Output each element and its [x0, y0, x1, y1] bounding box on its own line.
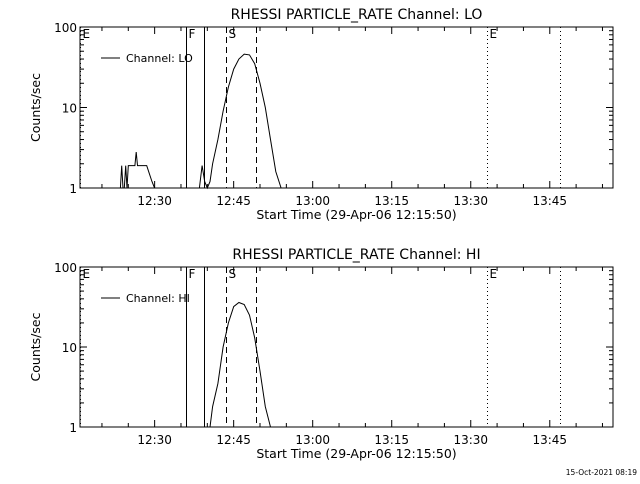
y-tick-label: 10 [62, 341, 77, 355]
y-tick-label: 100 [54, 261, 77, 275]
y-axis-label: Counts/sec [28, 73, 43, 142]
panel-lo: RHESSI PARTICLE_RATE Channel: LO 1 10 100 Co… [28, 7, 614, 222]
marker-label: E [490, 27, 498, 41]
timestamp: 15-Oct-2021 08:19 [566, 468, 637, 477]
x-tick-label: 13:45 [532, 194, 567, 208]
series-line [209, 301, 271, 428]
y-tick-label: 1 [69, 182, 77, 196]
x-tick-label: 13:30 [453, 433, 488, 447]
legend-label: Channel: LO [126, 52, 193, 65]
marker-label: S [229, 267, 237, 281]
x-tick-label: 13:45 [532, 433, 567, 447]
y-tick-label: 10 [62, 102, 77, 116]
x-axis-label: Start Time (29-Apr-06 12:15:50) [256, 446, 456, 461]
x-tick-label: 12:45 [216, 433, 251, 447]
marker-label: E [83, 27, 91, 41]
x-tick-label: 13:15 [374, 194, 409, 208]
x-tick-label: 12:30 [137, 433, 172, 447]
chart-title: RHESSI PARTICLE_RATE Channel: HI [232, 247, 480, 263]
x-axis-label: Start Time (29-Apr-06 12:15:50) [256, 207, 456, 222]
plot-frame [79, 266, 614, 428]
x-tick-label: 12:45 [216, 194, 251, 208]
series-line [198, 53, 282, 190]
panel-hi: RHESSI PARTICLE_RATE Channel: HI 1 10 100 Co… [28, 247, 614, 461]
x-tick-label: 13:00 [295, 433, 330, 447]
series-line [119, 151, 156, 189]
x-tick-label: 13:00 [295, 194, 330, 208]
marker-label: S [229, 27, 237, 41]
marker-label: E [83, 267, 91, 281]
x-tick-label: 13:15 [374, 433, 409, 447]
chart-title: RHESSI PARTICLE_RATE Channel: LO [231, 7, 483, 23]
legend-label: Channel: HI [126, 292, 190, 305]
marker-label: E [490, 267, 498, 281]
x-tick-label: 13:30 [453, 194, 488, 208]
marker-label: F [189, 27, 196, 41]
y-tick-label: 1 [69, 421, 77, 435]
x-tick-label: 12:30 [137, 194, 172, 208]
marker-label: F [189, 267, 196, 281]
y-axis-label: Counts/sec [28, 312, 43, 381]
y-tick-label: 100 [54, 21, 77, 35]
